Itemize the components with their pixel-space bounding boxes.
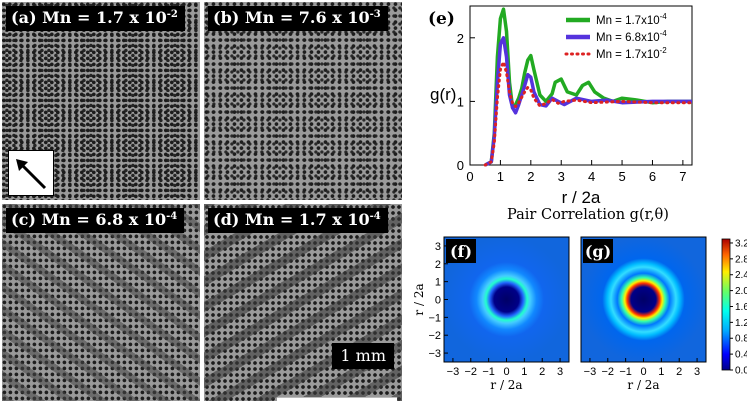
x-tick-label: 5 [618,169,625,184]
x-tick-label: 1 [497,169,504,184]
x-tick-label: −3 [447,366,460,378]
panel-e-label: (e) [428,9,455,29]
x-tick-label: 3 [558,169,565,184]
direction-box [8,150,54,196]
series-line-2 [484,36,692,167]
heatmap-tag: (f) [450,242,472,261]
x-tick-label: 0 [466,169,473,184]
colorbar-tick-label: 1.2 [735,318,747,329]
y-tick-label: 1 [457,94,464,109]
x-tick-label: 2 [676,366,682,378]
y-tick-label: 1 [435,277,441,289]
heatmap-tag-box [583,239,613,263]
legend-entry: Mn = 6.8x10-4 [596,29,667,44]
x-axis-label: r / 2a [562,188,601,207]
gr-line-chart: 0 1 2 3 4 5 6 7 0 1 2 r / 2a g(r) (e) Mn = 1.7x10-4 Mn … [428,5,694,207]
y-tick-label: 2 [435,259,441,271]
photo-panel-a: (a) Mn = 1.7 x 10-2 [2,2,200,200]
colorbar-tick-label: 3.2 [735,238,747,249]
x-tick-label: −2 [465,366,478,378]
colorbar-tick-label: 0.8 [735,334,747,345]
y-tick-label: 0 [435,295,441,307]
y-tick-label: 0 [457,158,464,173]
panel-d-label: (d) Mn = 1.7 x 10-4 [208,208,388,233]
x-tick-label: 7 [679,169,686,184]
colorbar [721,238,731,371]
x-tick-label: 6 [649,169,656,184]
arrow-up-left-icon [16,159,47,190]
panel-c-label: (c) Mn = 6.8 x 10-4 [6,208,185,233]
colorbar-tick-label: 0.4 [735,350,747,361]
plot-frame [469,5,693,166]
scale-bar [277,397,397,402]
colorbar-tick-label: 1.6 [735,302,747,313]
x-tick-label: −2 [602,366,615,378]
pair-correlation-heatmaps: Pair Correlation g(r,θ)(f)−3 −2 −1 0 1 2 3r / … [412,207,747,392]
heatmap-title: Pair Correlation g(r,θ) [507,207,669,223]
x-axis-label: r / 2a [490,378,522,392]
particle-image-b [204,2,402,200]
x-tick-label: 4 [588,169,595,184]
photo-panel-d: (d) Mn = 1.7 x 10-4 1 mm [204,204,402,401]
y-tick-label: 2 [457,31,464,46]
legend-entry: Mn = 1.7x10-4 [596,12,667,27]
scale-bar-label: 1 mm [332,343,394,369]
x-tick-label: −3 [584,366,597,378]
colorbar-tick-label: 2.0 [735,286,747,297]
x-tick-label: 2 [539,366,545,378]
panel-b-label: (b) Mn = 7.6 x 10-3 [208,6,388,31]
y-axis-label: r / 2a [412,283,426,315]
heatmap-tag-box [446,239,476,263]
x-tick-label: 3 [694,366,700,378]
y-tick-label: −1 [428,312,441,324]
x-tick-label: 0 [640,366,646,378]
particle-image-c [2,204,200,401]
y-tick-label: 3 [435,241,441,253]
colorbar-tick-label: 0.0 [735,366,747,377]
x-tick-label: 1 [521,366,527,378]
y-tick-label: −2 [428,330,441,342]
photo-panel-c: (c) Mn = 6.8 x 10-4 [2,204,200,401]
panel-a-label: (a) Mn = 1.7 x 10-2 [6,6,185,31]
x-tick-label: 3 [557,366,563,378]
particle-image-d [204,204,402,401]
colorbar-tick-label: 2.4 [735,270,747,281]
y-axis-label: g(r) [430,85,456,104]
x-tick-label: −1 [619,366,632,378]
x-tick-label: 0 [503,366,509,378]
colorbar-tick-label: 2.8 [735,254,747,265]
legend-entry: Mn = 1.7x10-2 [596,46,667,61]
x-tick-label: 1 [658,366,664,378]
heatmap-tag: (g) [585,242,611,261]
series-line-3 [483,60,694,167]
x-tick-label: −1 [482,366,495,378]
y-tick-label: −3 [428,348,441,360]
photo-panel-b: (b) Mn = 7.6 x 10-3 [204,2,402,200]
x-tick-label: 2 [527,169,534,184]
x-axis-label: r / 2a [627,378,659,392]
